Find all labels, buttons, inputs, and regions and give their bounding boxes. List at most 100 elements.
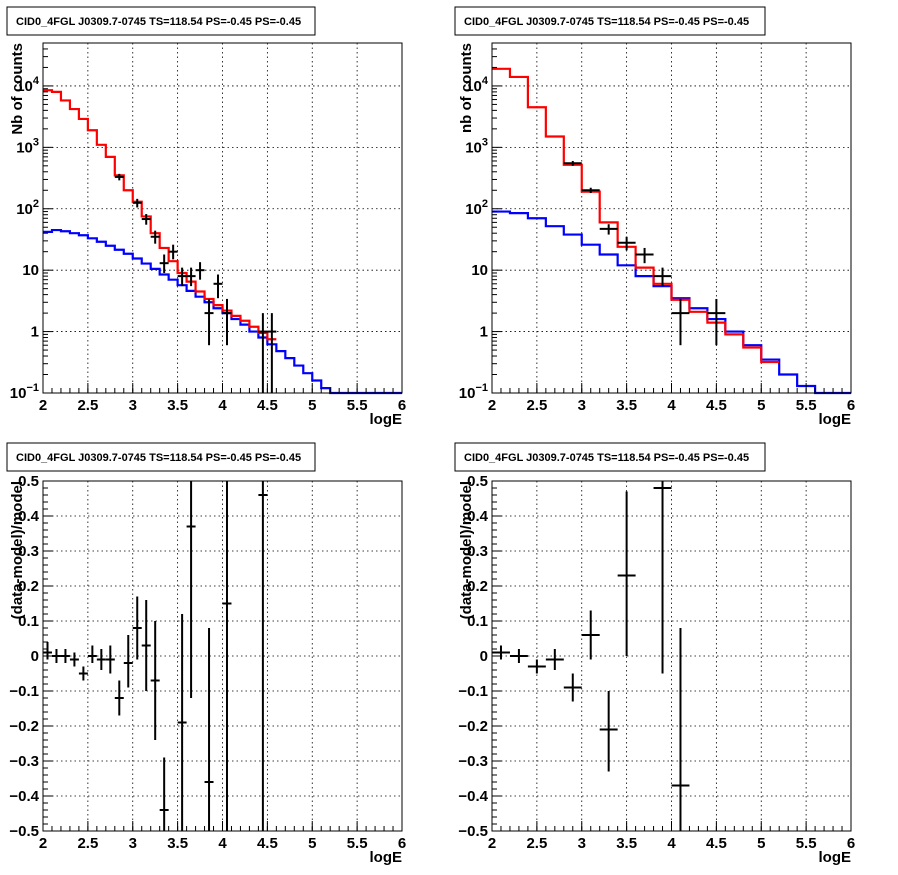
x-tick-label: 4	[218, 397, 227, 414]
y-tick-label: 102	[465, 198, 488, 218]
data-point	[222, 298, 232, 346]
data-point	[105, 645, 115, 674]
y-tick-label: −0.4	[458, 788, 488, 805]
x-tick-label: 3.5	[616, 835, 637, 852]
x-tick-label: 5	[757, 835, 765, 852]
x-axis-title: logE	[819, 411, 852, 428]
axis-ticks: 2 2.5 3 3.5 4 4.5 5 5.5 6 −0.5 −0.4 −0.3 −0.2 −0.1 0 0.…	[9, 473, 406, 852]
y-tick-label: 0	[480, 648, 488, 665]
chart-title-box	[454, 442, 766, 472]
y-tick-label: 104	[16, 75, 40, 95]
x-tick-label: 2	[488, 835, 496, 852]
data-point	[51, 649, 61, 663]
y-axis-title: (data-model)/model	[458, 481, 475, 619]
y-tick-label: −0.5	[9, 823, 39, 840]
data-point	[492, 645, 510, 660]
data-point	[141, 214, 151, 225]
grid	[43, 481, 402, 831]
y-tick-label: −0.3	[9, 753, 39, 770]
panel-top-left: CID0_4FGL J0309.7-0745 TS=118.54 PS=-0.4…	[6, 6, 406, 428]
y-tick-label: 102	[16, 198, 39, 218]
data-point	[150, 230, 160, 244]
y-tick-label: 0.5	[18, 473, 39, 490]
y-tick-label: 104	[465, 75, 489, 95]
chart-title: CID0_4FGL J0309.7-0745 TS=118.54 PS=-0.4…	[16, 452, 301, 464]
chart-title: CID0_4FGL J0309.7-0745 TS=118.54 PS=-0.4…	[16, 16, 301, 28]
chart-title: CID0_4FGL J0309.7-0745 TS=118.54 PS=-0.4…	[464, 16, 749, 28]
data-point	[177, 614, 187, 831]
x-tick-label: 2	[488, 397, 496, 414]
data-point	[87, 645, 97, 663]
x-tick-label: 4.5	[257, 397, 278, 414]
x-tick-label: 4	[667, 835, 676, 852]
x-tick-label: 2.5	[526, 835, 547, 852]
data-point	[653, 481, 672, 674]
y-tick-label: −0.5	[458, 823, 488, 840]
model-histogram-line	[43, 228, 402, 395]
data-point	[671, 298, 690, 346]
data-point	[186, 481, 196, 698]
y-tick-label: 0.4	[18, 508, 40, 525]
residual-points	[492, 481, 690, 831]
y-tick-label: 10−1	[459, 382, 488, 402]
axis-ticks: 2 2.5 3 3.5 4 4.5 5 5.5 6 10−1 1 10 102 103 104	[10, 48, 406, 414]
model-histogram-line	[43, 89, 277, 341]
residual-points	[43, 481, 268, 831]
y-tick-label: −0.1	[458, 683, 488, 700]
y-tick-label: 0.2	[467, 578, 488, 595]
y-tick-label: −0.3	[458, 753, 488, 770]
data-point	[132, 198, 142, 208]
data-point	[617, 491, 636, 656]
y-tick-label: 0	[31, 648, 39, 665]
x-tick-label: 5.5	[347, 835, 368, 852]
x-tick-label: 2	[39, 835, 47, 852]
data-point	[258, 481, 268, 831]
y-tick-label: −0.2	[458, 718, 488, 735]
x-axis-title: logE	[819, 849, 852, 866]
data-point	[150, 621, 160, 740]
y-tick-label: −0.4	[9, 788, 39, 805]
data-point	[653, 267, 672, 287]
grid	[492, 481, 851, 831]
data-point	[527, 659, 546, 674]
data-point	[563, 673, 582, 702]
x-tick-label: 6	[847, 835, 855, 852]
data-point	[581, 610, 600, 660]
grid	[43, 43, 402, 393]
panel-top-right: CID0_4FGL J0309.7-0745 TS=118.54 PS=-0.4…	[454, 6, 855, 428]
x-tick-label: 4.5	[706, 835, 727, 852]
y-tick-label: 0.5	[467, 473, 488, 490]
data-point	[69, 652, 79, 667]
chart-title: CID0_4FGL J0309.7-0745 TS=118.54 PS=-0.4…	[464, 452, 749, 464]
x-tick-label: 3.5	[167, 397, 188, 414]
y-tick-label: 1	[480, 324, 488, 341]
x-tick-label: 2.5	[77, 397, 98, 414]
y-tick-label: 103	[465, 136, 488, 156]
data-point	[132, 596, 142, 660]
x-tick-label: 3.5	[167, 835, 188, 852]
data-point	[114, 680, 124, 716]
model-histograms	[492, 67, 851, 395]
x-tick-label: 5.5	[796, 835, 817, 852]
x-tick-label: 4	[218, 835, 227, 852]
x-tick-label: 3.5	[616, 397, 637, 414]
x-axis-title: logE	[370, 411, 403, 428]
x-tick-label: 5.5	[347, 397, 368, 414]
y-tick-label: 0.4	[467, 508, 489, 525]
data-point	[213, 274, 223, 299]
data-point	[599, 691, 618, 772]
grid	[492, 43, 851, 393]
y-tick-label: 0.1	[467, 613, 488, 630]
data-point	[509, 649, 528, 663]
x-tick-label: 2.5	[526, 397, 547, 414]
data-point	[159, 757, 169, 831]
axis-ticks: 2 2.5 3 3.5 4 4.5 5 5.5 6 10−1 1 10 102 103 104	[459, 48, 855, 414]
y-tick-label: 10	[471, 262, 488, 279]
x-tick-label: 4.5	[257, 835, 278, 852]
data-point	[635, 247, 654, 264]
y-tick-label: 103	[16, 136, 39, 156]
x-tick-label: 5.5	[796, 397, 817, 414]
data-point	[78, 666, 88, 681]
data-point	[114, 173, 124, 181]
